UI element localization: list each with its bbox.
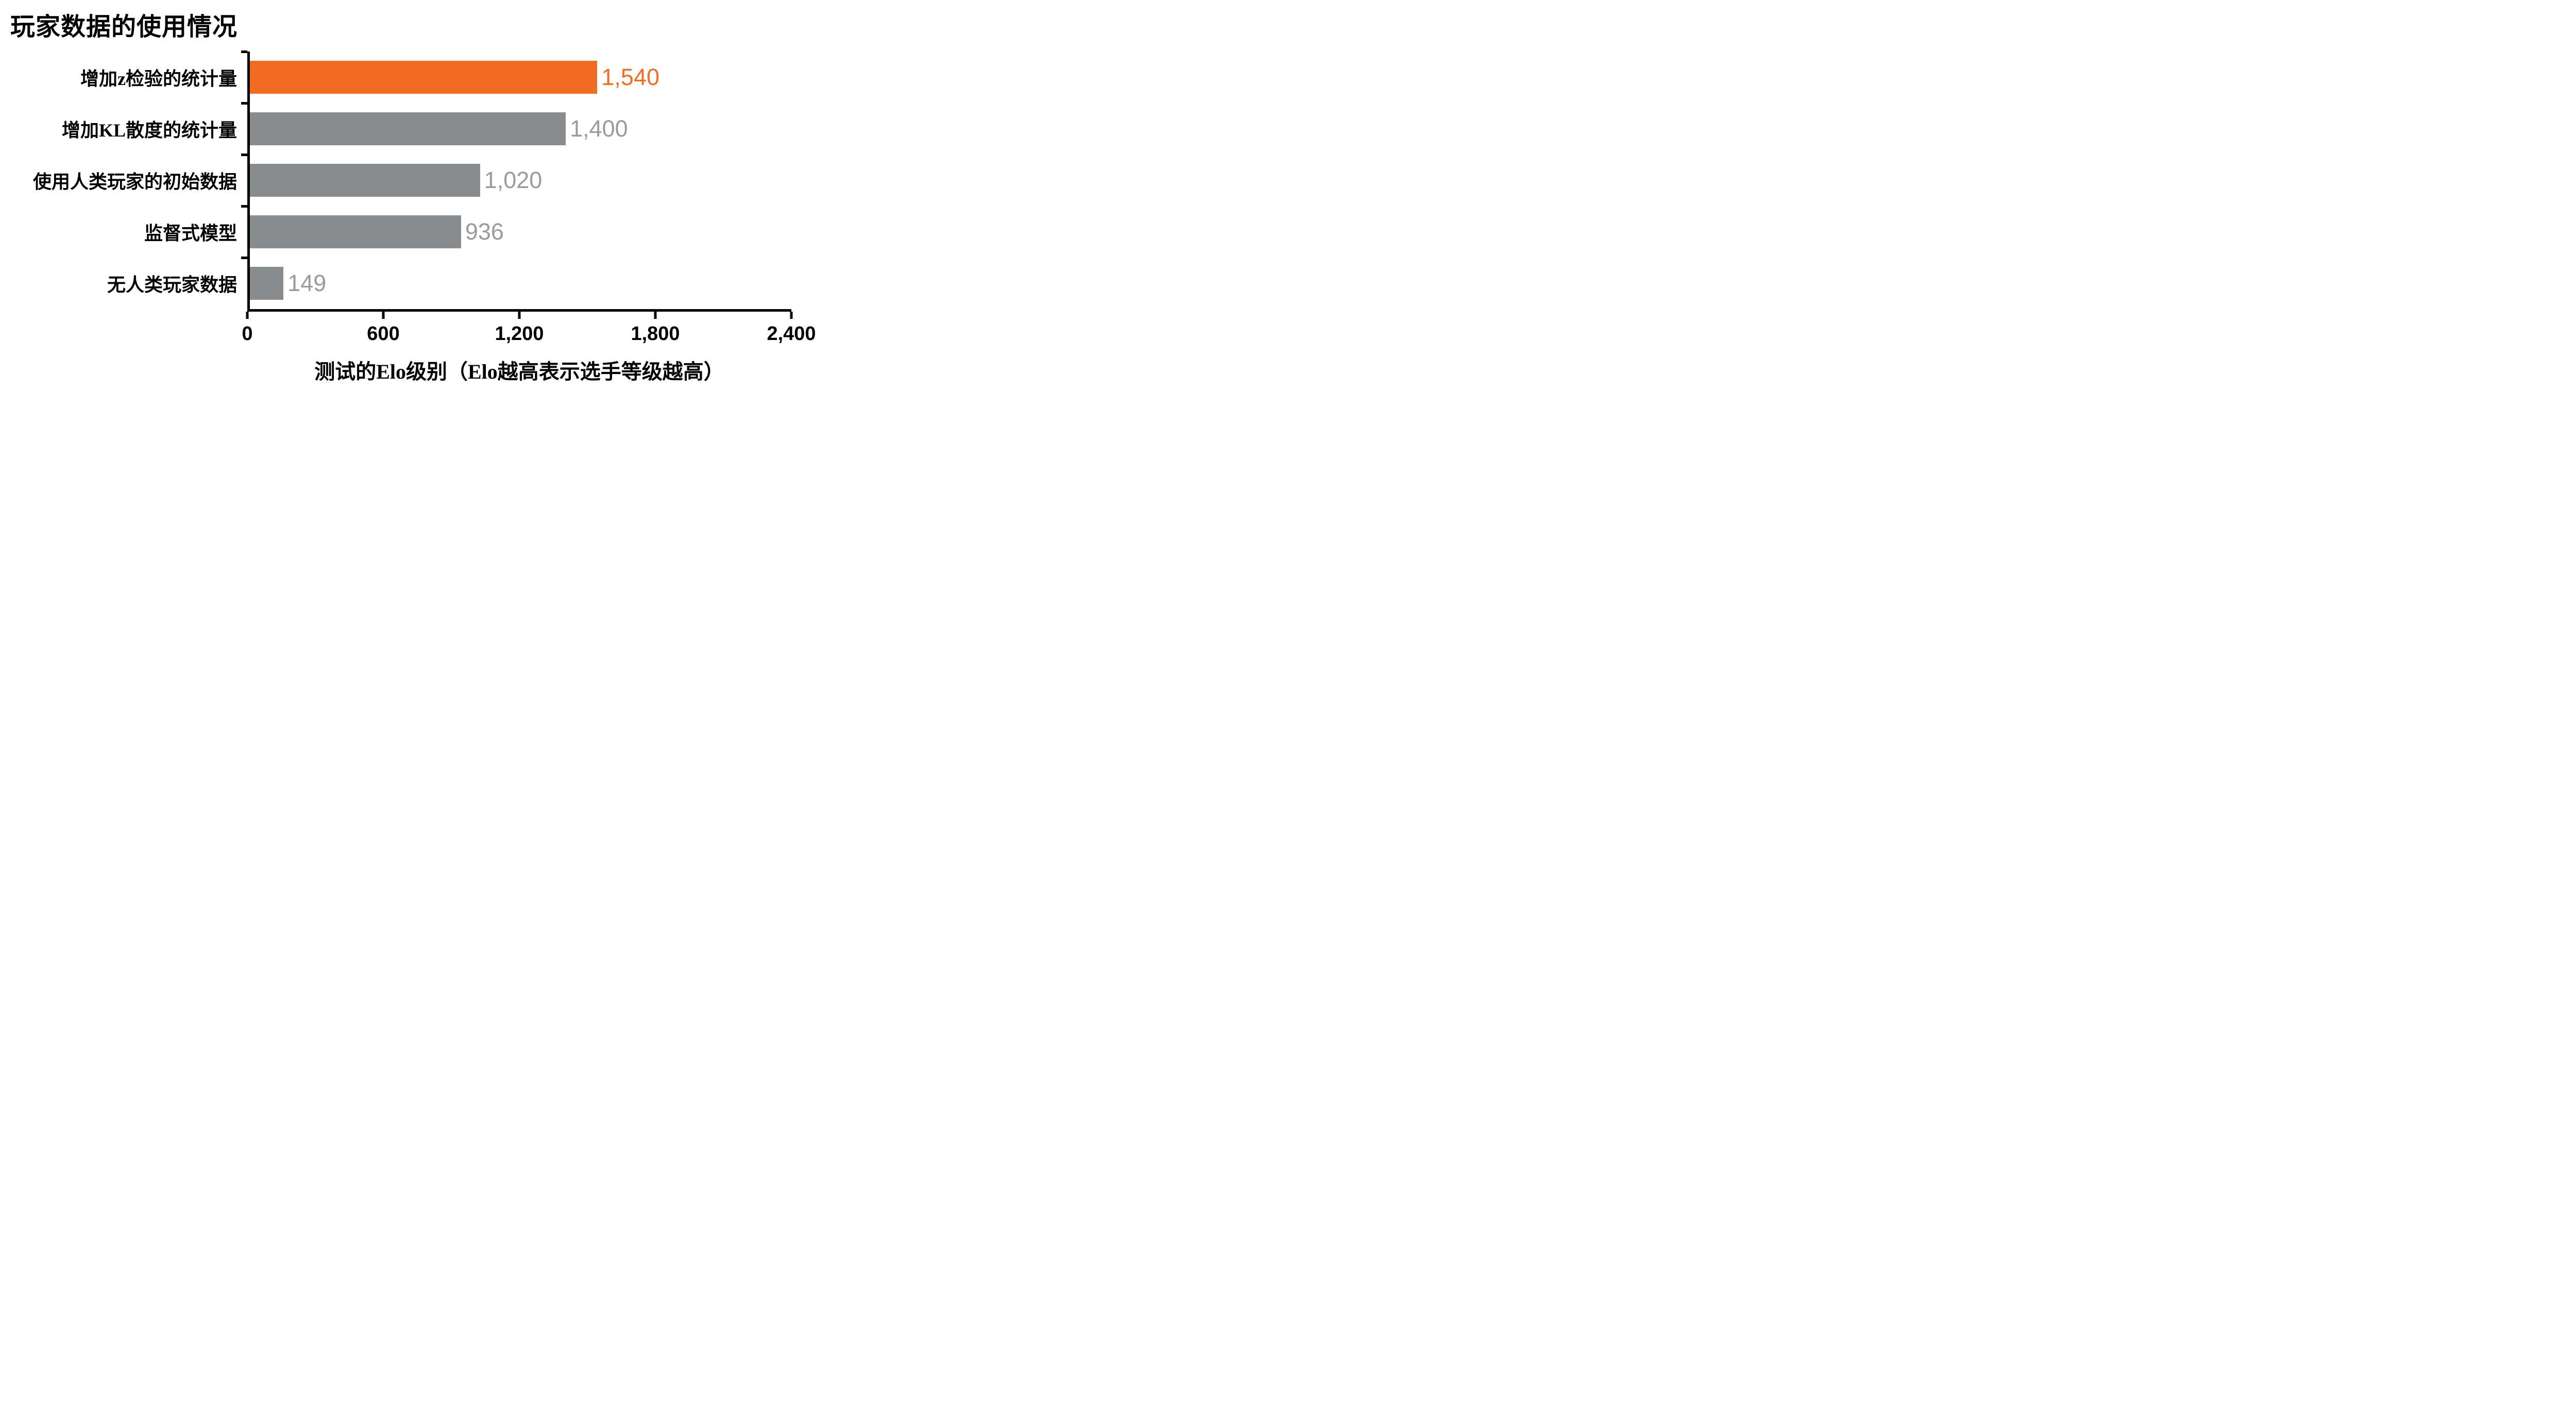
bar — [250, 267, 284, 300]
value-label: 1,020 — [484, 167, 543, 193]
category-label: 增加z检验的统计量 — [80, 69, 237, 89]
category-label: 增加KL散度的统计量 — [61, 120, 237, 141]
bar-track: 1,540 — [241, 50, 791, 103]
bar — [250, 164, 480, 197]
x-tick-label: 1,200 — [495, 323, 544, 345]
value-label: 1,400 — [570, 115, 628, 142]
chart-title: 玩家数据的使用情况 — [10, 13, 238, 41]
bar-row: 增加KL散度的统计量 1,400 — [8, 102, 791, 155]
bar-chart-figure: 玩家数据的使用情况 增加z检验的统计量 1,540 增加KL散度的统计量 1,400 使… — [0, 0, 824, 390]
x-tick-mark — [518, 312, 521, 319]
bar-row: 监督式模型 936 — [8, 205, 791, 258]
bar — [250, 215, 461, 248]
bar-row: 使用人类玩家的初始数据 1,020 — [8, 154, 791, 206]
bar-track: 936 — [241, 205, 791, 258]
bar — [250, 61, 598, 94]
bar-track: 149 — [241, 257, 791, 309]
category-label: 监督式模型 — [144, 223, 237, 244]
x-tick-label: 1,800 — [631, 323, 680, 345]
value-label: 1,540 — [601, 64, 660, 90]
x-tick-label: 2,400 — [767, 323, 816, 345]
x-tick-mark — [654, 312, 657, 319]
bar-track: 1,400 — [241, 102, 791, 155]
x-tick-mark — [790, 312, 793, 319]
bar-track: 1,020 — [241, 154, 791, 206]
bar — [250, 112, 566, 145]
bar-row: 增加z检验的统计量 1,540 — [8, 50, 791, 103]
bar-row: 无人类玩家数据 149 — [8, 257, 791, 309]
x-tick-mark — [382, 312, 385, 319]
plot-area: 增加z检验的统计量 1,540 增加KL散度的统计量 1,400 使用人类玩家的初始数据… — [8, 50, 791, 309]
value-label: 149 — [287, 270, 327, 296]
x-tick-mark — [246, 312, 249, 319]
category-label: 无人类玩家数据 — [107, 275, 237, 295]
value-label: 936 — [465, 218, 504, 245]
x-tick-label: 600 — [367, 323, 400, 345]
x-axis: 0 600 1,200 1,800 2,400 — [242, 309, 816, 355]
x-axis-label: 测试的Elo级别（Elo越高表示选手等级越高） — [314, 360, 724, 383]
category-label: 使用人类玩家的初始数据 — [32, 172, 237, 192]
x-tick-label: 0 — [242, 323, 253, 345]
